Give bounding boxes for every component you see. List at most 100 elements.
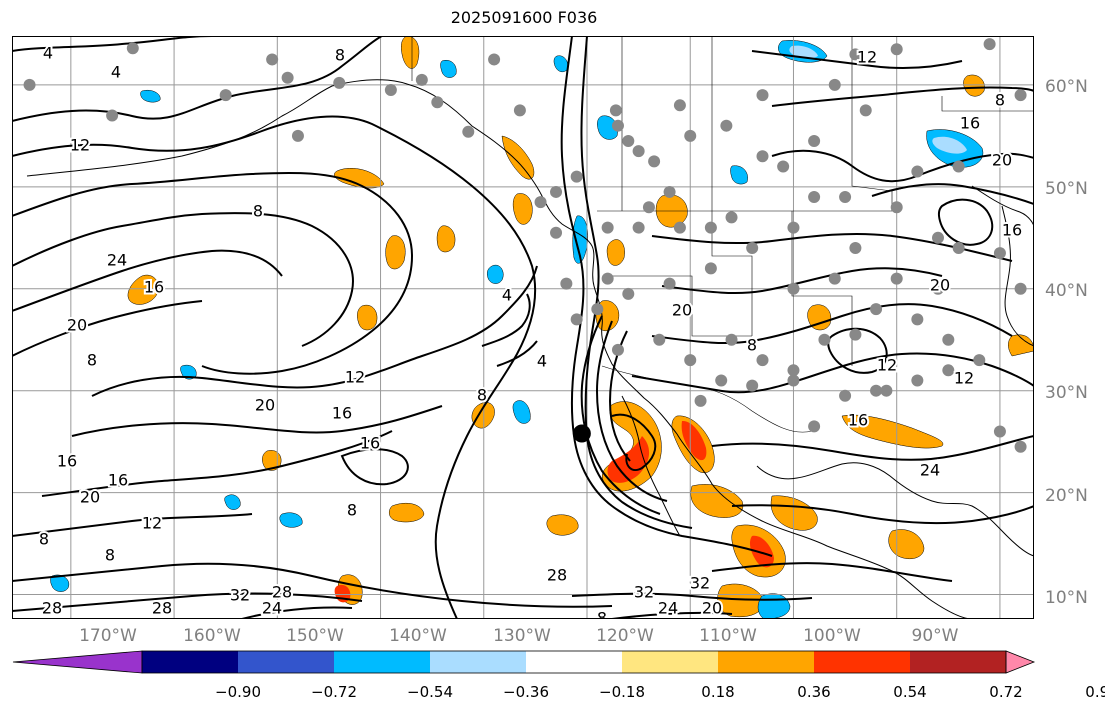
station-dot (550, 226, 563, 239)
colorbar-tick-label: −0.72 (311, 683, 357, 701)
station-dot (384, 84, 397, 97)
contour-label: 20 (672, 301, 692, 320)
contour-label: 20 (930, 276, 950, 295)
station-dot (931, 231, 944, 244)
station-dot (993, 425, 1006, 438)
contour-label: 28 (152, 599, 172, 618)
station-dot (415, 73, 428, 86)
contour-label: 8 (995, 91, 1005, 110)
station-dot (431, 96, 444, 109)
contour-label: 16 (108, 471, 128, 490)
station-dot (1014, 282, 1027, 295)
light-blue-shading (789, 45, 967, 154)
contour-label: 32 (230, 586, 250, 605)
lon-label-170w: 170°W (79, 626, 137, 646)
station-dot (219, 89, 232, 102)
station-dot (725, 333, 738, 346)
lat-label-50n: 50°N (1045, 179, 1088, 199)
lon-label-120w: 120°W (596, 626, 654, 646)
station-dot (704, 262, 717, 275)
station-dot (266, 53, 279, 66)
lat-label-40n: 40°N (1045, 281, 1088, 301)
lon-label-140w: 140°W (389, 626, 447, 646)
station-dot (870, 384, 883, 397)
contour-label: 12 (142, 514, 162, 533)
station-dot (746, 379, 759, 392)
station-dot (818, 333, 831, 346)
contour-label: 20 (702, 599, 722, 618)
station-dot (106, 109, 119, 122)
contour-label: 8 (747, 336, 757, 355)
contour-label: 28 (42, 599, 62, 618)
station-dot (570, 170, 583, 183)
station-dot (931, 282, 944, 295)
colorbar (12, 650, 1036, 674)
colorbar-segment (238, 651, 334, 673)
station-dot (890, 43, 903, 56)
colorbar-segment (526, 651, 622, 673)
colorbar-segment (814, 651, 910, 673)
contour-label: 16 (360, 434, 380, 453)
contour-label: 8 (253, 202, 263, 221)
station-dot (663, 277, 676, 290)
contour-label: 32 (690, 574, 710, 593)
station-dot (694, 394, 707, 407)
lon-label-150w: 150°W (286, 626, 344, 646)
contour-label: 20 (255, 396, 275, 415)
station-dot (787, 374, 800, 387)
lat-label-20n: 20°N (1045, 486, 1088, 506)
contour-label: 12 (345, 368, 365, 387)
station-dot (952, 160, 965, 173)
contour-label: 8 (87, 351, 97, 370)
station-dot (488, 53, 501, 66)
station-dot (787, 364, 800, 377)
station-dot (870, 303, 883, 316)
station-dot (704, 221, 717, 234)
contour-label: 12 (954, 369, 974, 388)
station-dot (560, 277, 573, 290)
station-dot (808, 420, 821, 433)
station-dot (849, 242, 862, 254)
station-dot (746, 242, 759, 254)
station-dot (942, 333, 955, 346)
station-dot (462, 125, 475, 138)
station-dot (333, 76, 346, 89)
station-dot (663, 185, 676, 198)
colorbar-tick-label: 0.36 (797, 683, 831, 701)
graticule (12, 36, 1034, 619)
colorbar-tick-label: 0.90 (1085, 683, 1105, 701)
colorbar-segment (334, 651, 430, 673)
station-dot (952, 242, 965, 254)
contour-label: 20 (67, 316, 87, 335)
station-dot (609, 104, 622, 117)
contour-label: 16 (960, 114, 980, 133)
station-dot (632, 221, 645, 234)
contour-label: 16 (1002, 221, 1022, 240)
station-dot (777, 160, 790, 173)
colorbar-tick-label: −0.54 (407, 683, 453, 701)
contour-label: 32 (634, 583, 654, 602)
contour-label: 4 (537, 352, 547, 371)
station-dot (911, 374, 924, 387)
station-dot (839, 389, 852, 402)
station-dot (23, 78, 36, 91)
station-dot (570, 313, 583, 326)
lon-label-90w: 90°W (911, 626, 959, 646)
station-dot (756, 354, 769, 367)
contour-label: 4 (111, 63, 121, 82)
station-dot (787, 282, 800, 295)
station-dot (911, 165, 924, 178)
station-dot (653, 333, 666, 346)
storm-center-marker (572, 424, 591, 443)
height-contours (12, 36, 1034, 619)
station-dot (849, 328, 862, 341)
contour-label: 28 (547, 566, 567, 585)
colorbar-tick-label: 0.72 (989, 683, 1023, 701)
station-dot (787, 221, 800, 234)
station-dot (126, 42, 139, 55)
station-dot (622, 134, 635, 147)
station-dot (1014, 440, 1027, 453)
contour-label: 24 (920, 461, 940, 480)
lon-label-100w: 100°W (803, 626, 861, 646)
map-frame: 4 4 8 12 12 8 16 20 8 24 16 20 8 12 20 16 16 16 20 16 12 8 8 4 4… (12, 36, 1034, 619)
